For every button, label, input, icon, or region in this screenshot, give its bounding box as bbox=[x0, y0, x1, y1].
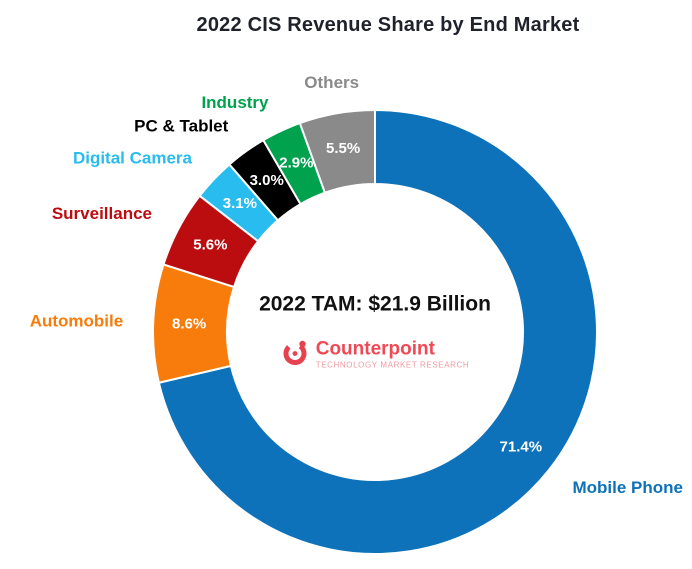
pie-slice-others bbox=[298, 108, 376, 195]
chart-title: 2022 CIS Revenue Share by End Market bbox=[196, 14, 580, 36]
cat-label-industry: Industry bbox=[201, 93, 269, 112]
pie-slice-mobile-phone bbox=[157, 108, 598, 555]
brand-text-block: Counterpoint Technology Market Research bbox=[315, 338, 470, 370]
cat-label-pc-tablet: PC & Tablet bbox=[134, 117, 228, 136]
brand-tagline: Technology Market Research bbox=[315, 360, 470, 370]
cat-label-surveillance: Surveillance bbox=[52, 204, 152, 223]
cat-label-mobile-phone: Mobile Phone bbox=[573, 478, 684, 497]
pct-label-surveillance: 5.6% bbox=[193, 236, 227, 253]
brand-name: Counterpoint bbox=[315, 338, 435, 360]
pct-label-automobile: 8.6% bbox=[172, 316, 206, 333]
pct-label-digital-camera: 3.1% bbox=[223, 195, 257, 212]
pct-label-others: 5.5% bbox=[326, 140, 360, 157]
pct-label-mobile-phone: 71.4% bbox=[500, 438, 543, 455]
cat-label-others: Others bbox=[304, 73, 359, 92]
cat-label-automobile: Automobile bbox=[30, 312, 124, 331]
brand-logo: Counterpoint Technology Market Research bbox=[281, 339, 470, 372]
tam-label: 2022 TAM: $21.9 Billion bbox=[259, 292, 491, 316]
donut-center: 2022 TAM: $21.9 Billion Counterpoint Tec… bbox=[225, 293, 525, 372]
counterpoint-logo-icon bbox=[281, 339, 309, 372]
cat-label-digital-camera: Digital Camera bbox=[73, 148, 193, 167]
pct-label-industry: 2.9% bbox=[279, 154, 313, 171]
pct-label-pc-tablet: 3.0% bbox=[250, 172, 284, 189]
